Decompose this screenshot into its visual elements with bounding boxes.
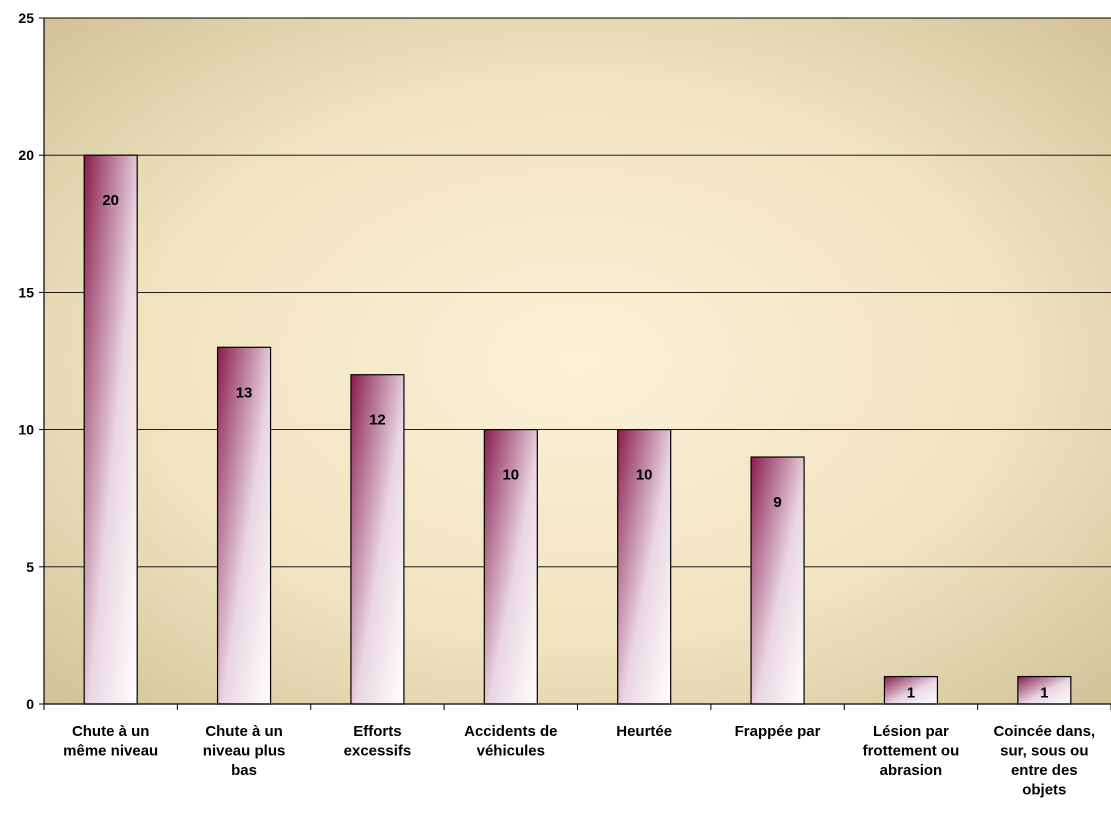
x-tick-label-line: entre des [1011,762,1078,779]
data-label: 9 [773,494,781,511]
bar [83,154,138,705]
x-tick-label-line: Frappée par [735,723,821,740]
x-tick-label-line: véhicules [477,743,545,760]
data-label: 20 [102,192,119,209]
data-label: 1 [1040,684,1048,701]
x-tick-label-line: Lésion par [873,723,949,740]
x-tick-label-line: même niveau [63,743,158,760]
x-tick-label-line: Chute à un [205,723,283,740]
x-tick-label-line: sur, sous ou [1000,743,1088,760]
bar [1017,675,1072,705]
x-tick-label-line: objets [1022,782,1066,799]
x-tick-label: Heurtée [616,723,672,740]
plot-area [44,18,1111,704]
data-label: 12 [369,412,386,429]
x-tick-label-line: Chute à un [72,723,150,740]
x-tick-label: Lésion par frottement ou abrasion [863,723,960,779]
labels: 0 5 10 15 20 25 20 Chute à un même niveau 13 Chute… [18,10,1095,799]
data-label: 13 [236,384,253,401]
x-tick-label-line: excessifs [344,743,412,760]
data-label: 10 [636,467,653,484]
x-tick-label: Chute à un niveau plus bas [203,723,286,779]
x-tick-label: Chute à un même niveau [63,723,158,760]
data-label: 1 [907,684,915,701]
x-tick-label-line: bas [231,762,257,779]
data-label: 10 [502,467,519,484]
x-tick-label-line: frottement ou [863,743,960,760]
x-tick-label-line: Efforts [353,723,401,740]
x-tick-label-line: Heurtée [616,723,672,740]
bar [350,374,405,705]
bars [83,154,1072,705]
y-tick-label: 5 [26,559,34,575]
x-tick-label-line: abrasion [880,762,943,779]
y-tick-label: 15 [18,284,34,300]
bar [750,456,805,705]
x-tick-label-line: Accidents de [464,723,557,740]
y-tick-label: 25 [18,10,34,26]
y-tick-label: 10 [18,422,34,438]
axes [39,17,1111,710]
bar [483,429,538,705]
y-tick-label: 0 [26,696,34,712]
x-tick-label-line: niveau plus [203,743,286,760]
y-tick-label: 20 [18,147,34,163]
bar [883,675,939,705]
x-tick-label: Efforts excessifs [344,723,412,760]
x-tick-label-line: Coincée dans, [993,723,1095,740]
x-tick-label: Accidents de véhicules [464,723,557,760]
bar [617,429,672,705]
x-tick-label: Frappée par [735,723,821,740]
x-tick-label: Coincée dans, sur, sous ou entre des objets [993,723,1095,799]
